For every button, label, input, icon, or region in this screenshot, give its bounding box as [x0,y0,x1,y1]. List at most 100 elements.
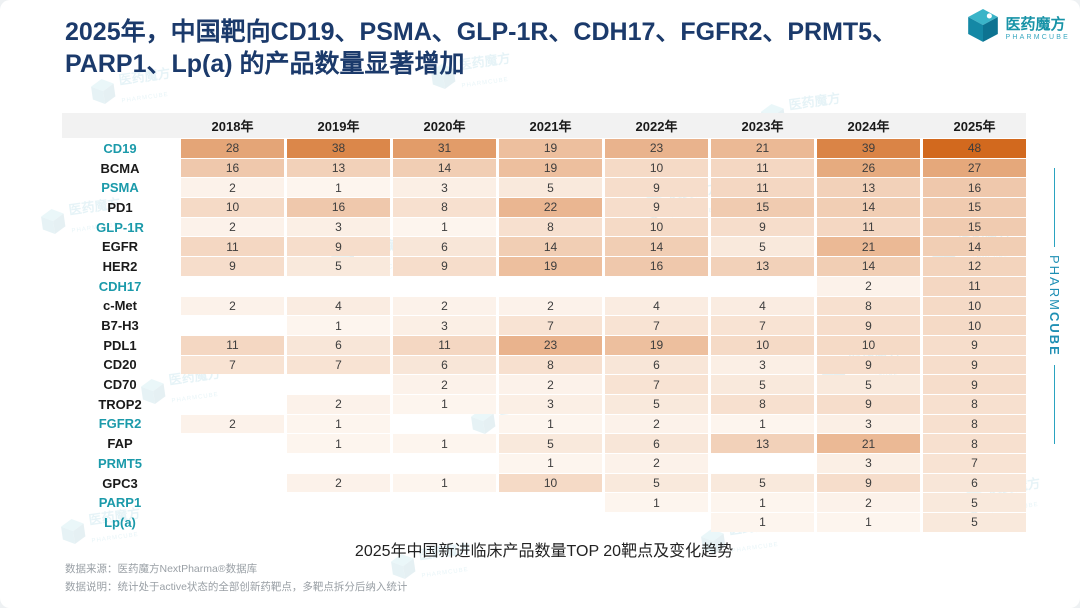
heatmap-row-cmet: c-Met 2 4 2 2 4 4 8 10 [62,296,1026,316]
heatmap-cell [499,493,602,512]
heatmap-cell: 8 [499,355,602,375]
heatmap-cell [287,277,390,296]
heatmap-cell: 1 [393,217,496,237]
heatmap-cell: 1 [287,316,390,335]
heatmap-cell: 1 [287,414,390,434]
heatmap-cell: 13 [711,434,814,453]
heatmap-row-fap: FAP 1 1 5 6 13 21 8 [62,434,1026,453]
row-label-cd20: CD20 [103,357,137,373]
heatmap-cell: 6 [605,434,708,453]
heatmap-cell: 9 [605,178,708,198]
heatmap-cell: 3 [711,355,814,375]
heatmap-row-psma: PSMA 2 1 3 5 9 11 13 16 [62,178,1026,198]
logo-name: 医药魔方 [1005,16,1066,34]
heatmap-cell [393,513,496,532]
heatmap-cell: 4 [287,296,390,316]
watermark-subtext: PHARMCUBE [121,91,170,105]
heatmap-cell: 1 [499,454,602,473]
heatmap-cell: 13 [817,178,920,198]
data-source-line: 数据来源：医药魔方NextPharma®数据库 [65,563,258,575]
heatmap-cell: 8 [923,434,1026,453]
heatmap-cell: 5 [711,375,814,394]
heatmap-cell [181,375,284,394]
column-header-2025: 2025年 [953,119,996,134]
heatmap-cell: 10 [499,473,602,493]
row-label-fgfr2: FGFR2 [98,416,142,432]
heatmap-cell: 13 [287,158,390,178]
heatmap-cell: 6 [923,473,1026,493]
heatmap-row-fgfr2: FGFR2 2 1 1 2 1 3 8 [62,414,1026,434]
row-label-psma: PSMA [101,180,139,196]
heatmap-cell: 1 [711,414,814,434]
heatmap-cell: 2 [605,414,708,434]
heatmap-row-gpc3: GPC3 2 1 10 5 5 9 6 [62,473,1026,493]
heatmap-cell: 14 [499,237,602,257]
heatmap-cell: 1 [393,394,496,414]
heatmap-cell: 38 [287,139,390,158]
row-label-cd70: CD70 [103,377,137,393]
heatmap-cell [181,454,284,473]
heatmap-cell: 3 [817,454,920,473]
heatmap-cell: 6 [605,355,708,375]
heatmap-cell: 5 [605,394,708,414]
heatmap-cell: 19 [499,257,602,276]
heatmap-cell: 8 [711,394,814,414]
side-brand-cube: CUBE [1047,312,1062,357]
heatmap-cell: 3 [817,414,920,434]
heatmap-cell: 2 [393,375,496,394]
heatmap-cell: 2 [817,493,920,513]
heatmap-cell: 10 [923,316,1026,335]
heatmap-cell: 11 [817,217,920,237]
chart-caption: 2025年中国新进临床产品数量TOP 20靶点及变化趋势 [354,543,734,560]
heatmap-cell: 11 [711,158,814,178]
heatmap-cell: 5 [923,493,1026,513]
heatmap-cell: 21 [711,139,814,158]
row-label-fap: FAP [107,436,133,452]
column-header-2021: 2021年 [529,119,572,134]
heatmap-cell: 16 [923,178,1026,198]
heatmap-cell: 9 [605,198,708,217]
heatmap-cell: 5 [499,434,602,453]
column-header-2024: 2024年 [847,119,890,134]
heatmap-cell: 10 [711,335,814,355]
heatmap-row-egfr: EGFR 11 9 6 14 14 5 21 14 [62,237,1026,257]
heatmap-cell: 5 [817,375,920,394]
heatmap-cell: 10 [817,335,920,355]
row-label-glp1r: GLP-1R [96,219,144,235]
heatmap-cell: 15 [923,198,1026,217]
heatmap-cell [181,316,284,335]
heatmap-cell: 10 [181,198,284,217]
heatmap-cell: 21 [817,237,920,257]
heatmap-row-bcma: BCMA 16 13 14 19 10 11 26 27 [62,158,1026,178]
pharmcube-logo: 医药魔方 PHARMCUBE [966,8,1070,49]
side-brand-pharm: PHARM [1047,255,1062,313]
heatmap-cell [605,513,708,532]
heatmap-cell: 3 [499,394,602,414]
heatmap-cell: 7 [711,316,814,335]
heatmap-cell: 16 [605,257,708,276]
data-note-line: 数据说明：统计处于active状态的全部创新药靶点，多靶点拆分后纳入统计 [65,581,408,594]
row-label-cmet: c-Met [103,298,137,314]
row-label-prmt5: PRMT5 [97,455,143,471]
heatmap-cell: 9 [711,217,814,237]
heatmap-row-cd70: CD70 2 2 7 5 5 9 [62,375,1026,394]
heatmap-cell: 9 [923,355,1026,375]
heatmap-cell: 26 [817,158,920,178]
heatmap-cell: 5 [287,257,390,276]
heatmap-row-prmt5: PRMT5 1 2 3 7 [62,454,1026,473]
heatmap-cell: 1 [605,493,708,513]
watermark-subtext: PHARMCUBE [421,566,470,580]
row-label-trop2: TROP2 [98,396,142,412]
watermark-text: 医药魔方 [787,90,842,113]
heatmap-cell: 2 [181,296,284,316]
heatmap-cell: 22 [499,198,602,217]
heatmap-row-lpa: Lp(a) 1 1 5 [62,513,1026,532]
heatmap-cell: 8 [923,394,1026,414]
heatmap-cell: 1 [287,434,390,453]
heatmap-cell: 14 [393,158,496,178]
heatmap-cell: 2 [499,296,602,316]
heatmap-cell [287,513,390,532]
column-header-2019: 2019年 [317,119,360,134]
heatmap-cell [181,474,284,493]
slide-title-line2: PARP1、Lp(a) 的产品数量显著增加 [65,50,465,78]
